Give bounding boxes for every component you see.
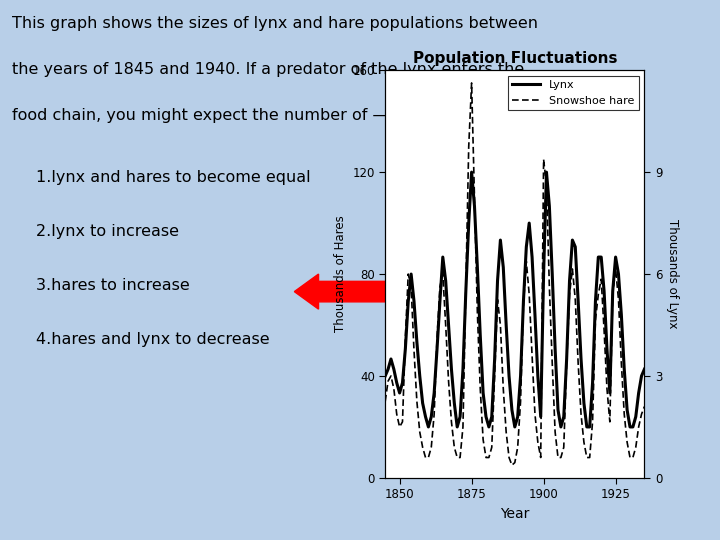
Snowshoe hare [637,411,646,417]
Y-axis label: Thousands of Hares: Thousands of Hares [334,215,347,333]
Lynx [444,322,453,328]
Text: This graph shows the sizes of lynx and hare populations between: This graph shows the sizes of lynx and h… [12,16,538,31]
Snowshoe hare [413,398,421,404]
Snowshoe hare [640,403,649,410]
Lynx [467,169,476,176]
Lynx [640,366,649,373]
Text: 2.lynx to increase: 2.lynx to increase [36,224,179,239]
Snowshoe hare [536,454,545,461]
Lynx [381,373,390,379]
Text: food chain, you might expect the number of —: food chain, you might expect the number … [12,108,389,123]
Snowshoe hare [381,398,390,404]
X-axis label: Year: Year [500,507,529,521]
Snowshoe hare [447,418,456,425]
Text: the years of 1845 and 1940. If a predator of the lynx enters the: the years of 1845 and 1940. If a predato… [12,62,524,77]
FancyArrow shape [294,274,399,309]
Lynx [424,424,433,430]
Lynx [606,390,614,396]
Text: 4.hares and lynx to decrease: 4.hares and lynx to decrease [36,332,270,347]
Snowshoe hare [606,418,614,425]
Text: 1.lynx and hares to become equal: 1.lynx and hares to become equal [36,170,311,185]
Snowshoe hare [508,462,516,468]
Legend: Lynx, Snowshoe hare: Lynx, Snowshoe hare [508,76,639,110]
Title: Population Fluctuations: Population Fluctuations [413,51,617,66]
Y-axis label: Thousands of Lynx: Thousands of Lynx [666,219,679,329]
Line: Snowshoe hare: Snowshoe hare [385,83,644,465]
Lynx [637,373,646,379]
Text: 3.hares to increase: 3.hares to increase [36,278,190,293]
Lynx [450,400,459,407]
Lynx [413,339,421,345]
Lynx [536,414,545,420]
Line: Lynx: Lynx [385,172,644,427]
Snowshoe hare [441,322,450,328]
Snowshoe hare [467,80,476,86]
